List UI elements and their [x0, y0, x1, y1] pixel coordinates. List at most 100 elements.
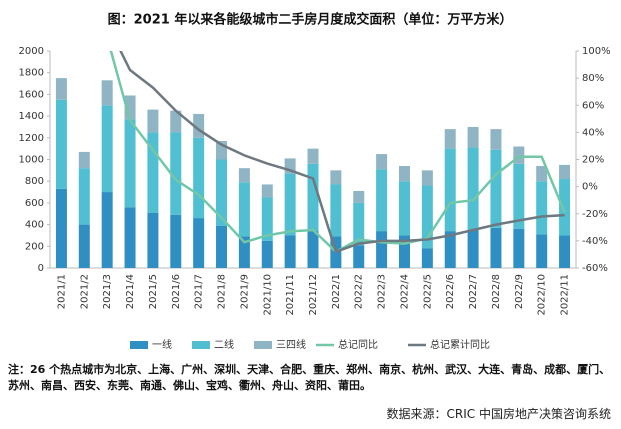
source: 数据来源：CRIC 中国房地产决策咨询系统 — [386, 407, 611, 421]
bar — [398, 235, 410, 268]
bar — [170, 132, 182, 215]
y-tick-label: 0 — [38, 263, 44, 274]
bar — [353, 190, 365, 203]
lines — [109, 51, 566, 254]
x-tick-label: 2021/2 — [79, 274, 90, 309]
bar — [490, 227, 502, 268]
bar — [193, 218, 205, 268]
y-tick-label: 1800 — [19, 68, 44, 79]
bar — [55, 99, 67, 189]
bar — [216, 141, 228, 160]
bar — [398, 181, 410, 236]
x-tick-label: 2021/9 — [239, 274, 250, 309]
x-tick-label: 2021/1 — [56, 274, 67, 309]
legend-label: 总记同比 — [338, 338, 378, 351]
line — [119, 51, 565, 254]
bar — [124, 95, 136, 120]
bar — [55, 78, 67, 100]
bar — [124, 207, 136, 268]
bar — [170, 110, 182, 133]
bar — [353, 245, 365, 268]
x-tick-label: 2022/4 — [399, 274, 410, 309]
bar — [261, 184, 273, 198]
bar — [330, 170, 342, 185]
bar — [467, 230, 479, 268]
legend-swatch — [130, 341, 148, 349]
y2-tick-label: 80% — [582, 73, 604, 84]
y2-tick-label: 20% — [582, 155, 604, 166]
bar — [376, 231, 388, 268]
bar — [147, 109, 159, 133]
bar — [513, 146, 525, 164]
bar — [284, 158, 296, 174]
x-tick-label: 2021/11 — [285, 274, 296, 316]
bar — [55, 188, 67, 268]
x-tick-label: 2021/5 — [148, 274, 159, 309]
x-tick-label: 2021/10 — [262, 274, 273, 316]
x-tick-label: 2021/8 — [217, 274, 228, 309]
bar — [421, 248, 433, 268]
bar — [376, 154, 388, 170]
bar — [353, 202, 365, 246]
bar — [261, 240, 273, 268]
bar — [307, 148, 319, 164]
chart-title: 图：2021 年以来各能级城市二手房月度成交面积（单位：万平方米） — [108, 12, 513, 28]
bar — [284, 173, 296, 236]
x-tick-label: 2022/10 — [537, 274, 548, 316]
legend-label: 总记累计同比 — [430, 338, 490, 351]
x-tick-label: 2021/12 — [308, 274, 319, 316]
legend-swatch — [254, 341, 272, 349]
legend-label: 二线 — [214, 338, 234, 351]
y2-tick-label: -60% — [582, 263, 608, 274]
y-tick-label: 1600 — [19, 89, 44, 100]
bar — [513, 228, 525, 268]
bar — [78, 151, 90, 169]
bar — [444, 148, 456, 232]
bar — [147, 132, 159, 213]
bar — [101, 192, 113, 268]
bar — [490, 149, 502, 228]
x-tick-label: 2022/1 — [331, 274, 342, 309]
bar — [559, 235, 571, 268]
y-tick-label: 600 — [25, 198, 44, 209]
note: 注：26 个热点城市为北京、上海、广州、深圳、天津、合肥、重庆、郑州、南京、杭州… — [8, 363, 611, 392]
y-tick-label: 200 — [25, 241, 44, 252]
bar — [216, 159, 228, 226]
y2-tick-label: -40% — [582, 236, 608, 247]
y2-tick-label: 100% — [582, 46, 611, 57]
x-tick-label: 2022/11 — [560, 274, 571, 316]
bar — [536, 234, 548, 268]
bar — [238, 182, 250, 237]
y-tick-label: 1200 — [19, 133, 44, 144]
bar — [444, 231, 456, 268]
bar — [467, 126, 479, 148]
x-tick-label: 2021/7 — [194, 274, 205, 309]
bar — [216, 225, 228, 268]
bar — [238, 236, 250, 268]
bar — [101, 105, 113, 193]
legend-label: 三四线 — [276, 338, 306, 351]
legend-swatch — [192, 341, 210, 349]
bar — [101, 80, 113, 106]
bar — [307, 163, 319, 232]
y-tick-label: 1400 — [19, 111, 44, 122]
bar — [284, 235, 296, 268]
y-tick-label: 400 — [25, 220, 44, 231]
x-tick-label: 2021/4 — [125, 274, 136, 309]
bar — [559, 179, 571, 236]
bar — [147, 212, 159, 268]
x-tick-label: 2022/9 — [514, 274, 525, 309]
bar — [238, 168, 250, 183]
x-tick-label: 2022/8 — [491, 274, 502, 309]
bar — [307, 231, 319, 268]
y-tick-label: 800 — [25, 176, 44, 187]
legend-label: 一线 — [152, 338, 172, 351]
y-tick-label: 1000 — [19, 155, 44, 166]
bar — [170, 214, 182, 268]
x-tick-label: 2022/6 — [445, 274, 456, 309]
bar — [398, 166, 410, 182]
bar — [421, 185, 433, 249]
bar — [78, 168, 90, 225]
bar — [261, 197, 273, 241]
